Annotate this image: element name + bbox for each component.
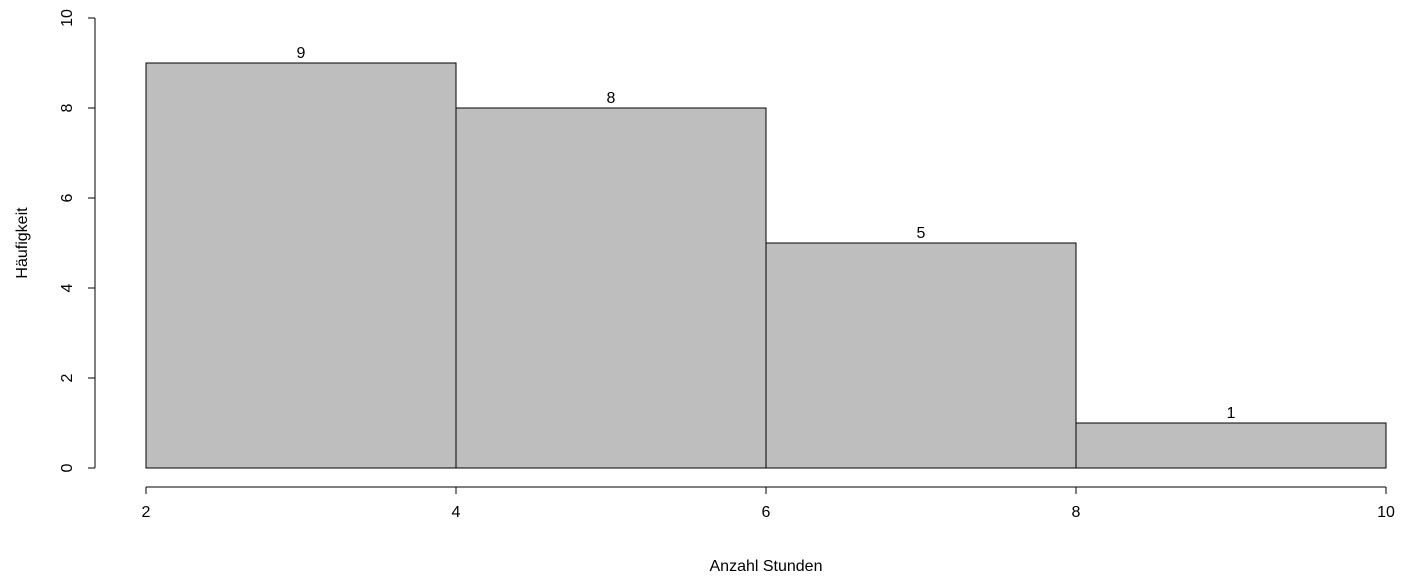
bar-labels-group: 9 8 5 1 <box>297 45 1236 422</box>
y-tick-label: 6 <box>59 193 76 202</box>
histogram-bar <box>765 242 1077 469</box>
x-axis: 2 4 6 8 10 <box>142 486 1395 521</box>
x-tick-label: 8 <box>1072 504 1081 521</box>
x-axis-title: Anzahl Stunden <box>710 558 823 575</box>
histogram-bar <box>455 107 767 469</box>
bars-group <box>145 62 1387 469</box>
y-tick-label: 4 <box>59 283 76 292</box>
y-tick-label: 0 <box>59 463 76 472</box>
histogram-bar <box>1075 422 1387 469</box>
y-tick-label: 8 <box>59 103 76 112</box>
y-axis-title: Häufigkeit <box>14 207 31 279</box>
x-tick-label: 6 <box>762 504 771 521</box>
bar-count-label: 1 <box>1227 405 1236 422</box>
bar-count-label: 5 <box>917 225 926 242</box>
x-tick-label: 2 <box>142 504 151 521</box>
y-axis: 0 2 4 6 8 10 <box>59 9 96 472</box>
histogram-bar <box>145 62 457 469</box>
bar-count-label: 8 <box>607 90 616 107</box>
x-tick-label: 10 <box>1377 504 1395 521</box>
y-tick-label: 2 <box>59 373 76 382</box>
bar-count-label: 9 <box>297 45 306 62</box>
y-tick-label: 10 <box>59 9 76 27</box>
x-tick-label: 4 <box>452 504 461 521</box>
